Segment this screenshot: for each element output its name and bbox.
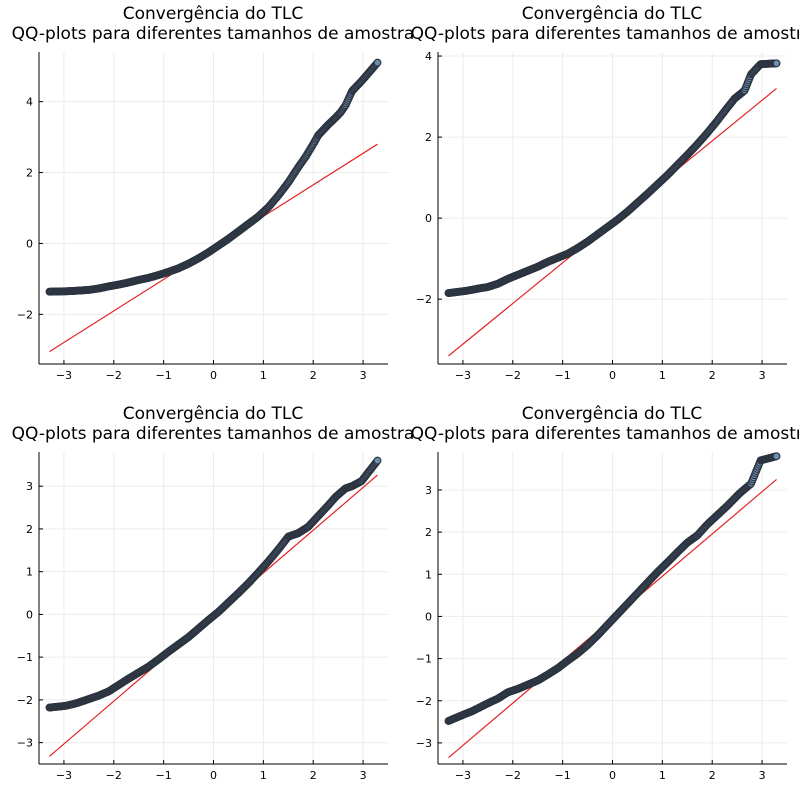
subplot-1-x-tick-label: 2: [310, 369, 317, 382]
subplot-4-y-tick-label: −2: [416, 695, 432, 708]
subplot-3-y-tick-label: −3: [17, 737, 33, 750]
subplot-4: −3 −2 −1 0 1 2 3 −3 −2 −1 0 1 2 3: [416, 452, 787, 782]
subplot-1-data-point: [373, 58, 382, 67]
subplot-4-data-point: [772, 452, 781, 461]
subplot-1-x-tick-label: 1: [260, 369, 267, 382]
subplot-4-y-tick-label: 2: [425, 526, 432, 539]
subplot-3-y-tick-label: −1: [17, 651, 33, 664]
subplot-2-x-tick-label: −1: [555, 369, 571, 382]
subplot-1-x-tick-label: −2: [106, 369, 122, 382]
subplot-1-y-tick-label: 4: [26, 96, 33, 109]
subplot-3: −3 −2 −1 0 1 2 3 −3 −2 −1 0 1 2 3: [17, 452, 388, 782]
subplot-1-y-tick-label: 0: [26, 237, 33, 250]
subplot-4-y-tick-label: 1: [425, 568, 432, 581]
subplot-1-y-tick-label: −2: [17, 308, 33, 321]
subplot-3-data-point: [373, 456, 382, 465]
subplot-3-x-tick-label: 2: [310, 769, 317, 782]
subplot-3-y-tick-label: 3: [26, 480, 33, 493]
subplot-4-y-tick-label: −3: [416, 737, 432, 750]
subplot-1-x-tick-label: −1: [156, 369, 172, 382]
subplot-1-x-tick-label: −3: [56, 369, 72, 382]
subplot-4-x-tick-label: −1: [555, 769, 571, 782]
subplot-3-y-tick-label: 2: [26, 523, 33, 536]
subplot-2-data-point: [772, 59, 781, 68]
subplot-3-x-tick-label: 3: [360, 769, 367, 782]
subplot-1: −3 −2 −1 0 1 2 3 −2 0 2 4: [17, 52, 388, 382]
subplot-3-y-tick-label: −2: [17, 694, 33, 707]
subplot-1-x-tick-label: 0: [210, 369, 217, 382]
subplot-2-x-tick-label: 0: [609, 369, 616, 382]
subplot-3-y-tick-label: 0: [26, 608, 33, 621]
subplot-4-x-tick-label: −2: [505, 769, 521, 782]
subplot-3-x-tick-label: −3: [56, 769, 72, 782]
subplot-2-x-tick-label: −2: [505, 369, 521, 382]
subplot-2-y-tick-label: 0: [425, 212, 432, 225]
subplot-4-x-tick-label: 1: [659, 769, 666, 782]
subplot-1-x-tick-label: 3: [360, 369, 367, 382]
subplot-2-x-tick-label: −3: [455, 369, 471, 382]
subplot-2-y-tick-label: 2: [425, 131, 432, 144]
subplot-3-x-tick-label: −2: [106, 769, 122, 782]
subplot-4-y-tick-label: 3: [425, 484, 432, 497]
subplot-2: −3 −2 −1 0 1 2 3 −2 0 2 4: [416, 50, 787, 382]
subplot-2-x-tick-label: 2: [709, 369, 716, 382]
subplot-4-x-tick-label: 3: [759, 769, 766, 782]
subplot-4-x-tick-label: 2: [709, 769, 716, 782]
subplot-2-x-tick-label: 3: [759, 369, 766, 382]
subplot-2-y-tick-label: 4: [425, 50, 432, 63]
subplot-4-y-tick-label: −1: [416, 653, 432, 666]
subplot-3-x-tick-label: 1: [260, 769, 267, 782]
subplot-1-y-tick-label: 2: [26, 167, 33, 180]
subplot-4-y-tick-label: 0: [425, 610, 432, 623]
subplot-2-y-tick-label: −2: [416, 293, 432, 306]
subplot-3-x-tick-label: 0: [210, 769, 217, 782]
subplot-3-x-tick-label: −1: [156, 769, 172, 782]
subplot-4-x-tick-label: −3: [455, 769, 471, 782]
subplot-4-x-tick-label: 0: [609, 769, 616, 782]
subplot-2-x-tick-label: 1: [659, 369, 666, 382]
subplot-3-y-tick-label: 1: [26, 566, 33, 579]
